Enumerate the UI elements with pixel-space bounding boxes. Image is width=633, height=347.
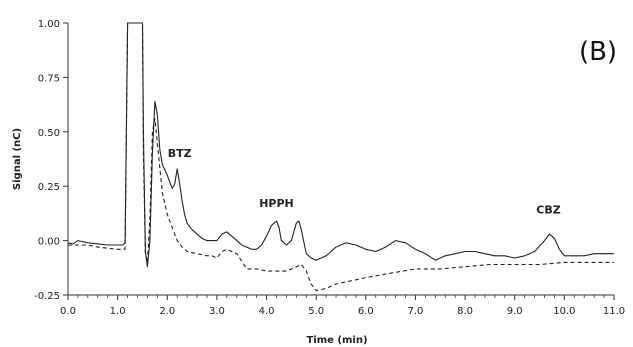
x-tick-label: 3.0 xyxy=(209,306,225,317)
dashed-trace-line xyxy=(68,22,614,292)
labels: BTZ HPPH CBZ (B) xyxy=(168,37,617,217)
x-tick-label: 8.0 xyxy=(457,306,473,317)
panel-label: (B) xyxy=(579,37,617,67)
x-tick-label: 11.0 xyxy=(603,306,625,317)
x-tick-label: 0.0 xyxy=(60,306,76,317)
y-tick-label: -0.25 xyxy=(34,291,60,302)
x-tick-label: 7.0 xyxy=(408,306,424,317)
y-tick-label: 0.00 xyxy=(38,237,60,248)
peak-label-hpph: HPPH xyxy=(259,197,294,210)
series-layer xyxy=(67,22,614,292)
x-tick-label: 5.0 xyxy=(308,306,324,317)
x-tick-label: 9.0 xyxy=(507,306,523,317)
x-tick-label: 1.0 xyxy=(110,306,126,317)
x-tick-label: 2.0 xyxy=(159,306,175,317)
x-axis-title: Time (min) xyxy=(306,335,367,346)
x-tick-label: 4.0 xyxy=(259,306,275,317)
y-axis-title: Signal (nC) xyxy=(12,128,23,190)
solid-trace-line xyxy=(67,22,614,268)
y-tick-label: 1.00 xyxy=(38,19,60,30)
y-tick-label: 0.50 xyxy=(38,128,60,139)
x-tick-label: 10.0 xyxy=(553,306,575,317)
x-tick-label: 6.0 xyxy=(358,306,374,317)
peak-label-btz: BTZ xyxy=(168,147,192,160)
y-tick-label: 0.25 xyxy=(38,182,60,193)
peak-label-cbz: CBZ xyxy=(536,204,560,217)
y-tick-label: 0.75 xyxy=(38,73,60,84)
axes: 0.0 1.0 2.0 3.0 4.0 5.0 6.0 7.0 8.0 9.0 10.0 11.0 1.… xyxy=(12,19,625,346)
